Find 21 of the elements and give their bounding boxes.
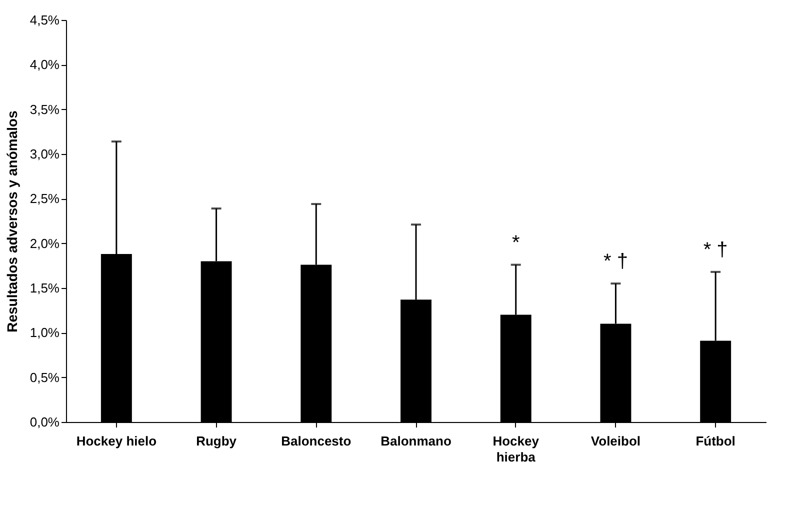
- y-tick-label: 3,0%: [30, 146, 60, 162]
- annotation: *: [512, 232, 520, 254]
- y-axis-title: Resultados adversos y anómalos: [4, 110, 20, 332]
- y-tick-label: 4,5%: [30, 12, 60, 28]
- y-tick-label: 1,5%: [30, 280, 60, 296]
- x-tick-label: Rugby: [196, 434, 238, 448]
- x-tick-label: Hockey hierba: [492, 434, 540, 464]
- y-tick-label: 3,5%: [30, 102, 60, 117]
- x-tick-label: Fútbol: [696, 434, 736, 448]
- y-tick-label: 4,0%: [30, 57, 60, 72]
- y-tick-label: 0,0%: [30, 414, 60, 430]
- x-tick-label: Voleibol: [590, 434, 641, 448]
- y-tick-label: 2,0%: [30, 236, 60, 251]
- x-tick-label: Hockey hielo: [76, 434, 157, 448]
- y-tick-label: 2,5%: [30, 191, 60, 206]
- y-tick-label: 0,5%: [30, 370, 60, 385]
- x-tick-label: Balonmano: [380, 434, 452, 448]
- annotation: * †: [703, 238, 728, 261]
- annotation: * †: [603, 250, 628, 273]
- x-tick-label: Baloncesto: [281, 434, 352, 448]
- y-tick-label: 1,0%: [30, 325, 60, 340]
